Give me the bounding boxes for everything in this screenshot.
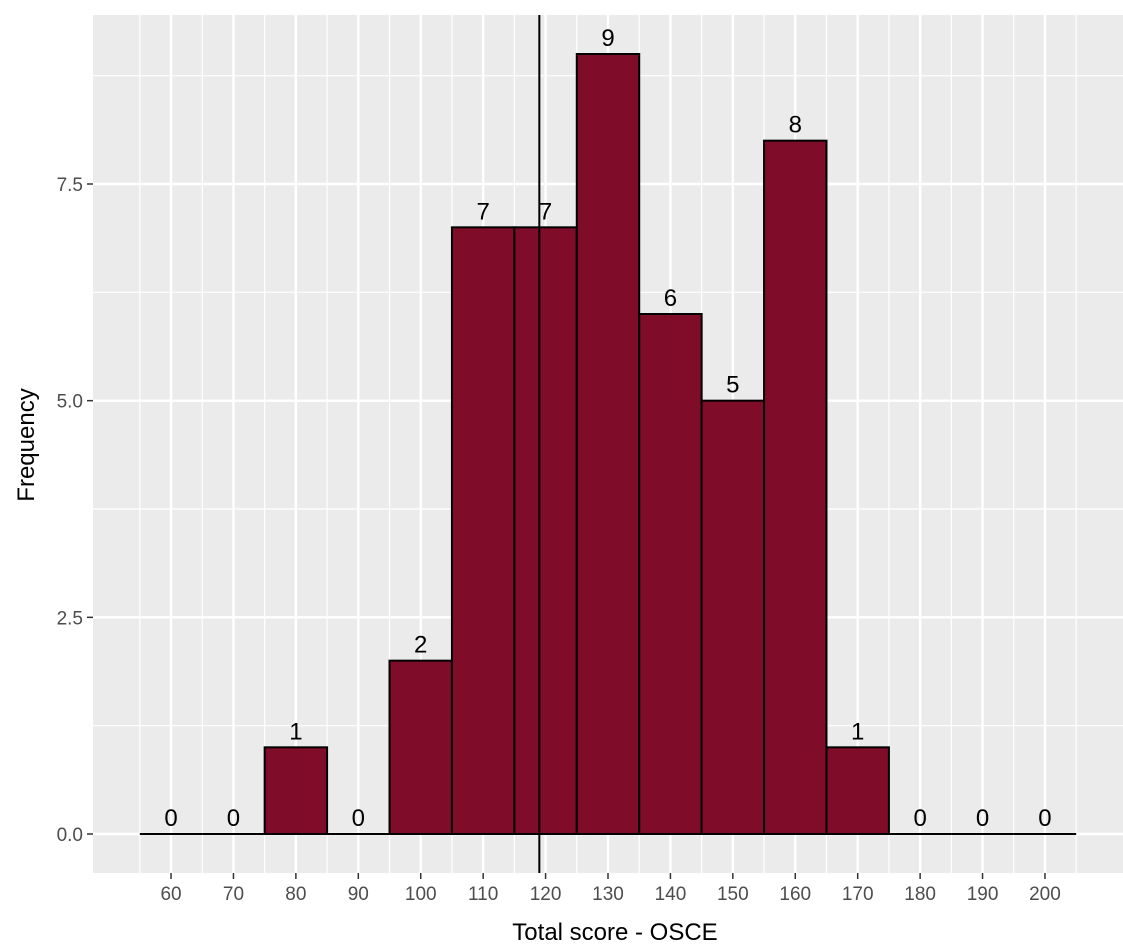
bar-count-label: 8 [789, 112, 802, 139]
y-tick-label: 2.5 [57, 608, 83, 629]
x-tick-label: 100 [405, 884, 437, 905]
x-tick-label: 180 [904, 884, 936, 905]
x-tick-label: 160 [779, 884, 811, 905]
bar-count-label: 9 [601, 25, 614, 52]
x-tick-label: 150 [717, 884, 749, 905]
histogram-bar [763, 139, 828, 835]
x-tick-label: 80 [285, 884, 306, 905]
histogram-bar [263, 746, 329, 835]
x-tick-label: 170 [842, 884, 874, 905]
x-tick-label: 200 [1029, 884, 1061, 905]
bar-count-label: 1 [289, 718, 302, 745]
y-axis-title: Frequency [13, 388, 40, 501]
x-axis-title: Total score - OSCE [512, 919, 717, 945]
x-tick-label: 190 [967, 884, 999, 905]
y-axis: 0.0 2.5 5.0 7.5 [57, 175, 93, 846]
bar-count-label: 0 [913, 805, 926, 832]
histogram-bar [513, 226, 578, 836]
bar-count-label: 5 [726, 372, 739, 399]
bar-count-label: 0 [976, 805, 989, 832]
y-tick-label: 7.5 [57, 175, 83, 196]
x-tick-label: 130 [592, 884, 624, 905]
x-tick-label: 70 [223, 884, 244, 905]
x-tick-label: 110 [468, 884, 498, 905]
bar-count-label: 7 [476, 198, 489, 225]
x-tick-label: 140 [655, 884, 687, 905]
bar-count-label: 1 [851, 718, 864, 745]
histogram-bar [825, 746, 890, 835]
y-tick-label: 0.0 [57, 825, 83, 846]
bar-labels: 0 0 1 0 2 7 7 9 6 5 8 1 0 0 0 [164, 25, 1051, 832]
x-tick-label: 90 [348, 884, 369, 905]
bar-count-label: 2 [414, 632, 427, 659]
histogram-bar [450, 226, 516, 836]
bar-count-label: 0 [227, 805, 240, 832]
histogram-bar [638, 313, 703, 835]
bar-count-label: 7 [539, 198, 552, 225]
bar-count-label: 0 [352, 805, 365, 832]
x-tick-label: 60 [160, 884, 181, 905]
x-tick-label: 120 [530, 884, 562, 905]
bar-count-label: 0 [1038, 805, 1051, 832]
histogram-bar [700, 399, 766, 835]
bar-count-label: 0 [164, 805, 177, 832]
y-tick-label: 5.0 [57, 392, 83, 413]
bars [263, 53, 890, 836]
bar-count-label: 6 [664, 285, 677, 312]
histogram-bar [575, 53, 641, 835]
x-axis: 60 70 80 90 100 110 120 130 140 150 160 170 180 190 20… [160, 873, 1061, 905]
histogram-bar [388, 659, 453, 836]
